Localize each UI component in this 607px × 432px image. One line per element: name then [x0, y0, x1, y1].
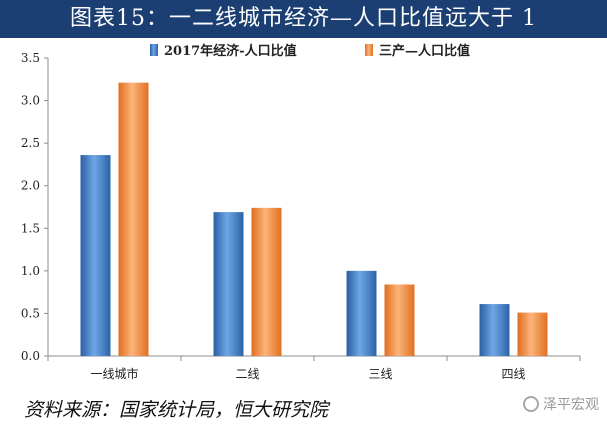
bar-economy-3 [479, 304, 510, 356]
legend-label-0: 2017年经济-人口比值 [164, 43, 297, 59]
y-tick-label: 0.0 [21, 349, 40, 363]
source-note: 资料来源：国家统计局，恒大研究院 [24, 399, 329, 421]
bar-chart: 0.0 0.5 1.0 1.5 2.0 2.5 3.0 3.5 一线城市 二线 三线 四线 2017年… [21, 43, 581, 381]
x-category-label: 三线 [368, 367, 392, 381]
y-tick-label: 2.5 [21, 136, 40, 150]
x-category-label: 二线 [235, 367, 259, 381]
y-tick-label: 0.5 [21, 306, 40, 320]
y-tick-label: 1.5 [21, 221, 40, 235]
legend-swatch-0 [150, 44, 158, 56]
bar-tertiary-3 [517, 312, 548, 356]
legend-label-1: 三产—人口比值 [379, 43, 470, 59]
legend: 2017年经济-人口比值 三产—人口比值 [150, 43, 470, 59]
legend-swatch-1 [365, 44, 373, 56]
bar-tertiary-1 [251, 207, 282, 356]
chart-title: 图表15：一二线城市经济—人口比值远大于 1 [0, 0, 607, 38]
chart-area: 0.0 0.5 1.0 1.5 2.0 2.5 3.0 3.5 一线城市 二线 三线 四线 2017年… [0, 38, 607, 390]
bar-economy-2 [346, 270, 377, 356]
bars [80, 82, 548, 356]
y-tick-label: 3.5 [21, 51, 40, 65]
watermark-text: 泽平宏观 [543, 397, 599, 413]
axes: 0.0 0.5 1.0 1.5 2.0 2.5 3.0 3.5 一线城市 二线 三线 四线 [21, 51, 581, 381]
watermark: 泽平宏观 [523, 394, 599, 414]
x-category-label: 一线城市 [90, 366, 138, 381]
y-tick-label: 3.0 [21, 94, 40, 108]
wechat-logo-icon [523, 396, 539, 412]
bar-economy-1 [213, 212, 244, 356]
bar-tertiary-0 [118, 82, 149, 356]
x-category-label: 四线 [501, 367, 525, 381]
y-tick-label: 1.0 [21, 264, 40, 278]
bar-economy-0 [80, 155, 111, 356]
bar-tertiary-2 [384, 284, 415, 356]
y-tick-label: 2.0 [21, 179, 40, 193]
